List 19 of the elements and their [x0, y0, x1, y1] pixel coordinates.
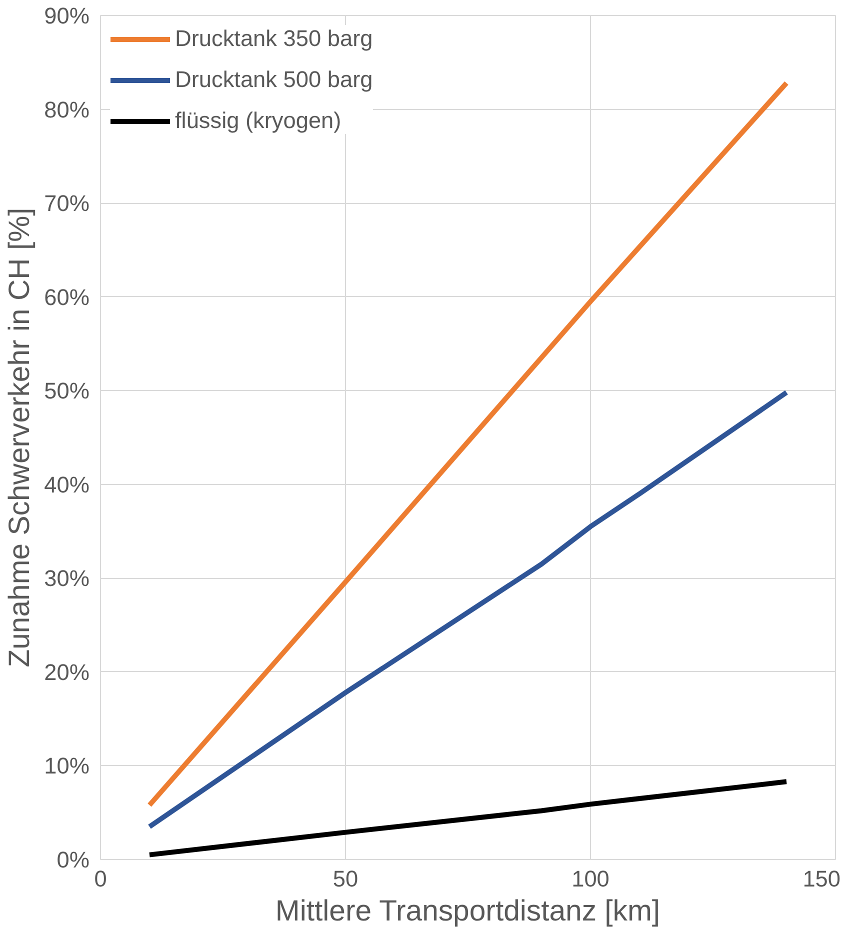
- legend-label: Drucktank 350 barg: [175, 25, 373, 52]
- y-tick-label: 50%: [44, 378, 90, 404]
- y-tick-label: 70%: [44, 190, 90, 216]
- legend-label: Drucktank 500 barg: [175, 66, 373, 93]
- y-axis-title: Zunahme Schwerverkehr in CH [%]: [3, 208, 36, 668]
- x-tick-label: 150: [802, 866, 841, 892]
- y-tick-label: 80%: [44, 96, 90, 122]
- legend-label: flüssig (kryogen): [175, 107, 342, 134]
- y-tick-label: 60%: [44, 284, 90, 310]
- x-axis-title: Mittlere Transportdistanz [km]: [275, 894, 660, 928]
- x-tick-label: 100: [572, 866, 610, 892]
- y-tick-label: 90%: [44, 2, 90, 28]
- y-tick-label: 20%: [44, 658, 90, 685]
- y-tick-label: 40%: [44, 471, 90, 498]
- y-tick-label: 30%: [44, 565, 90, 592]
- y-tick-label: 0%: [56, 846, 90, 872]
- x-tick-label: 50: [332, 866, 358, 892]
- y-tick-label: 10%: [44, 752, 90, 779]
- x-tick-label: 0: [94, 866, 107, 892]
